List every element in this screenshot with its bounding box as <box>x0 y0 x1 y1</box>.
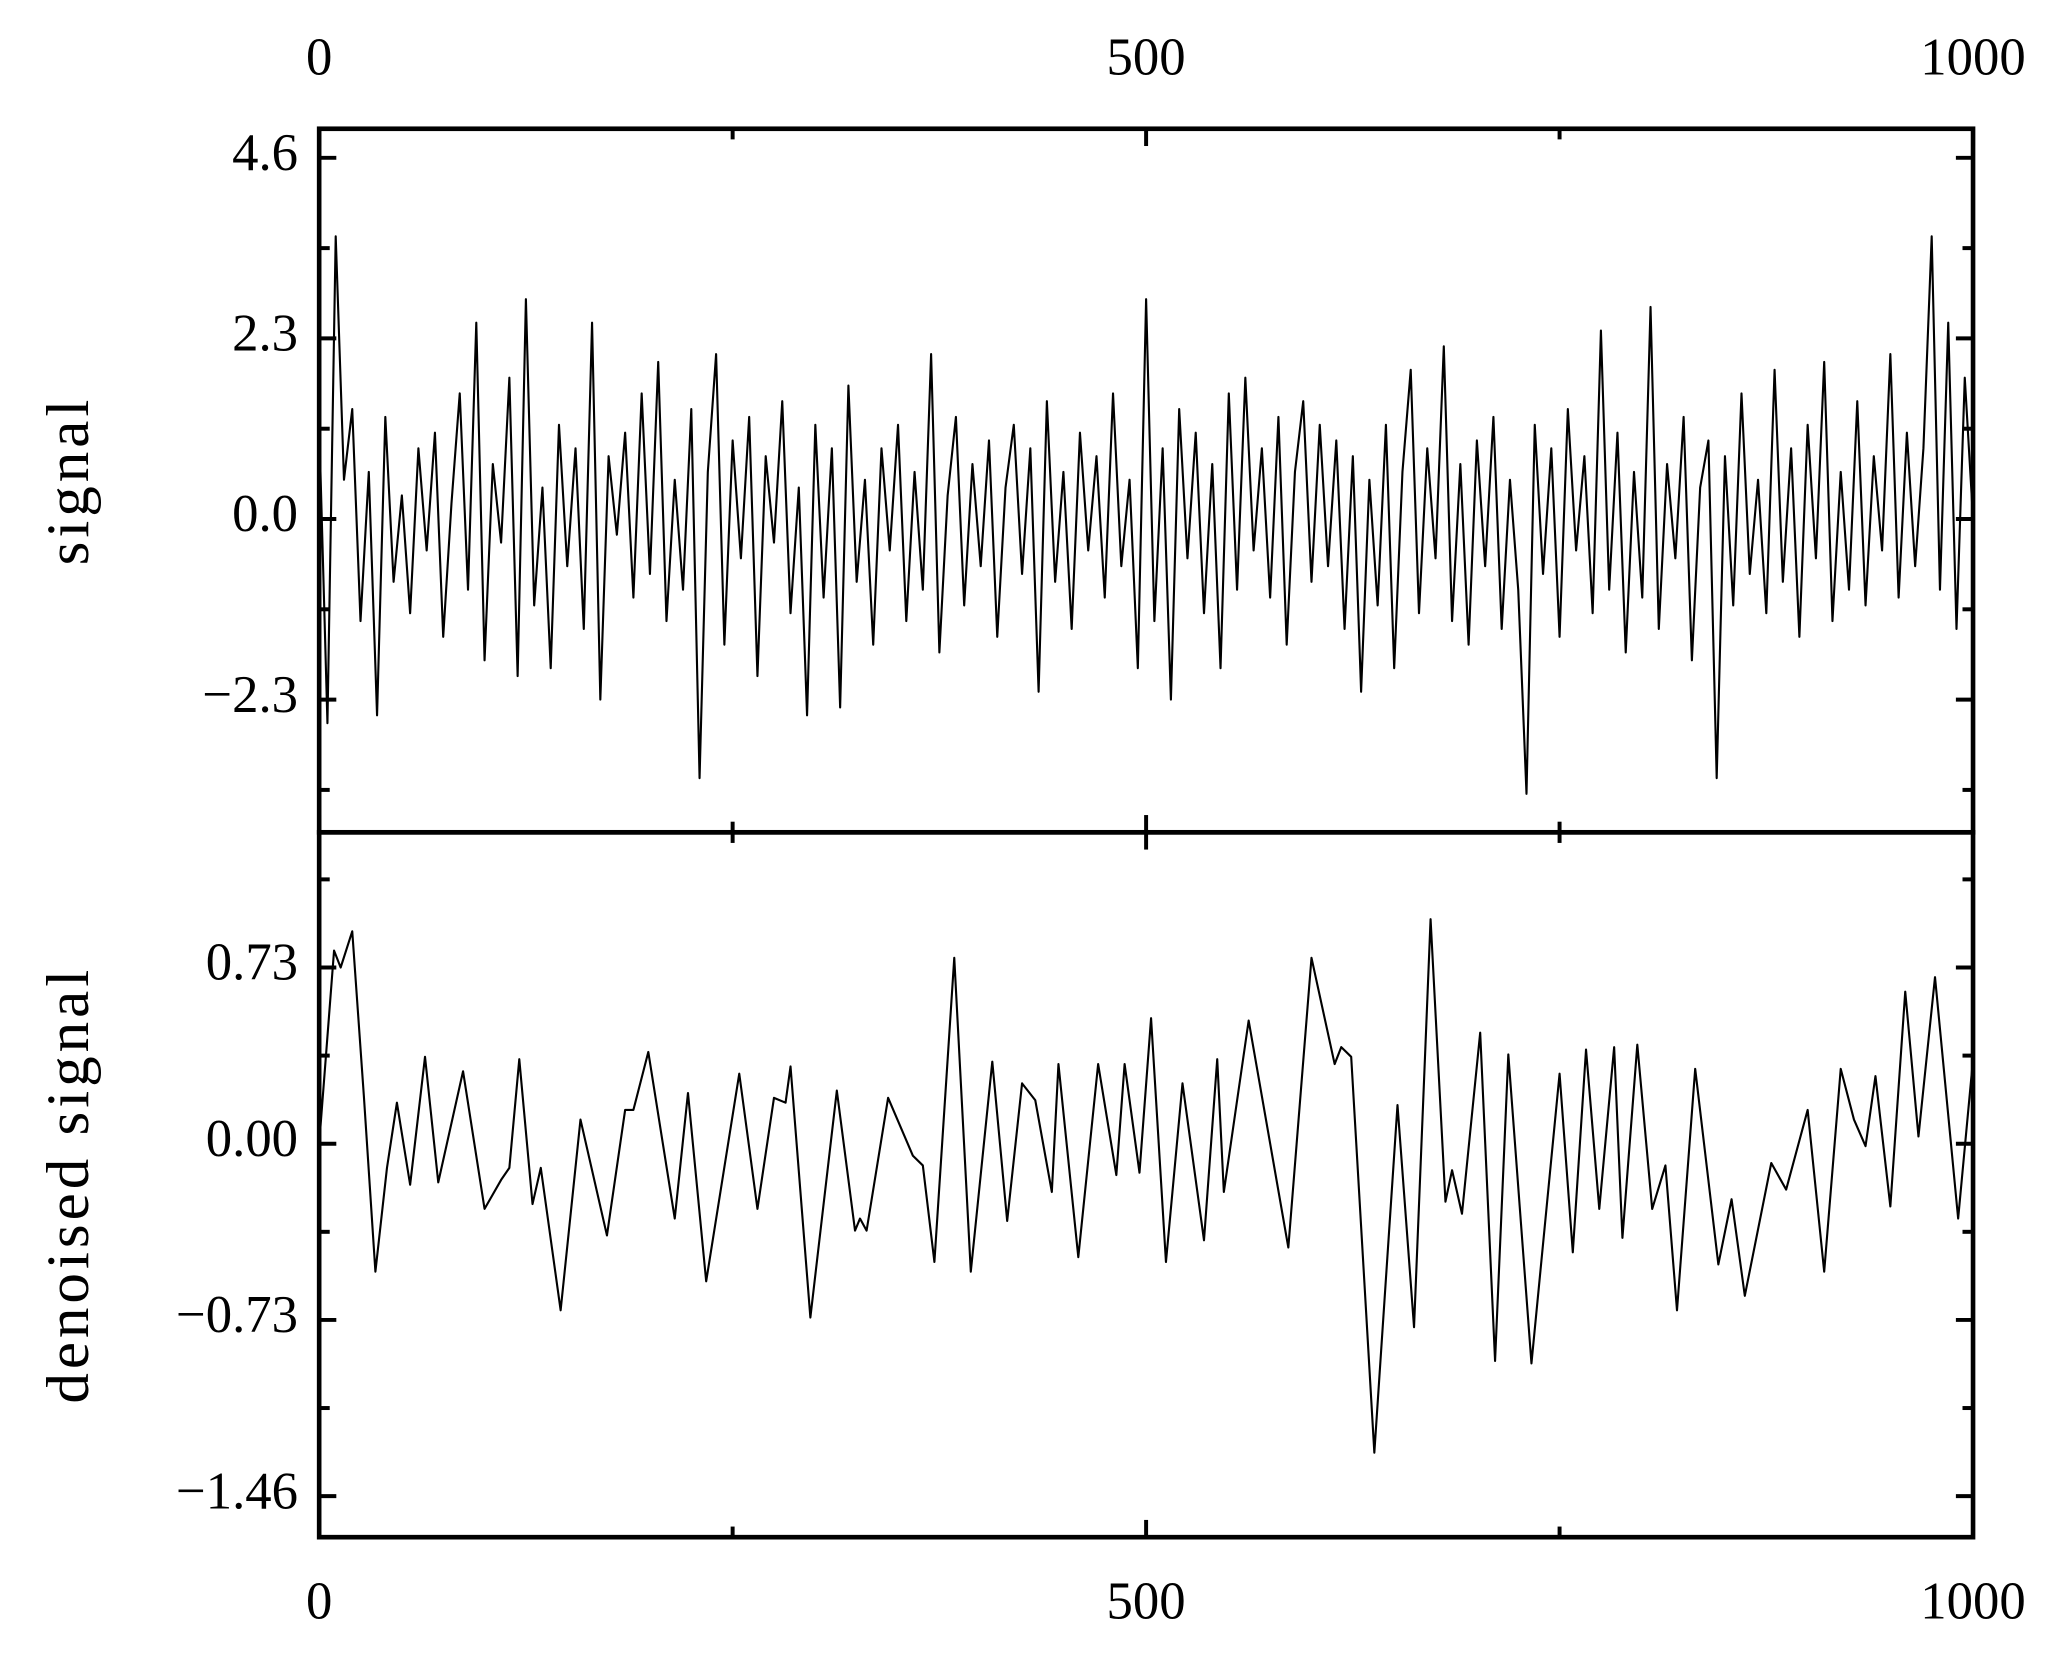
x-tick-label: 1000 <box>1920 28 2025 86</box>
y-tick-label: 0.73 <box>206 934 298 992</box>
x-tick-label: 0 <box>306 28 332 86</box>
y-axis-title: denoised signal <box>35 966 102 1404</box>
y-tick-label: 2.3 <box>232 304 298 362</box>
y-axis-title: signal <box>35 396 102 566</box>
y-tick-label: −2.3 <box>202 666 298 724</box>
y-tick-label: 4.6 <box>232 124 298 182</box>
signal-line <box>318 235 1975 795</box>
y-tick-label: −1.46 <box>176 1462 298 1520</box>
plot-frame <box>316 829 1976 1540</box>
y-tick-label: 0.0 <box>232 485 298 543</box>
y-tick-label: 0.00 <box>206 1110 298 1168</box>
x-tick-label: 500 <box>1107 28 1186 86</box>
x-tick-label: 1000 <box>1920 1572 2025 1630</box>
signal-line <box>318 918 1975 1454</box>
y-tick-label: −0.73 <box>176 1286 298 1344</box>
x-tick-label: 500 <box>1107 1572 1186 1630</box>
x-tick-label: 0 <box>306 1572 332 1630</box>
